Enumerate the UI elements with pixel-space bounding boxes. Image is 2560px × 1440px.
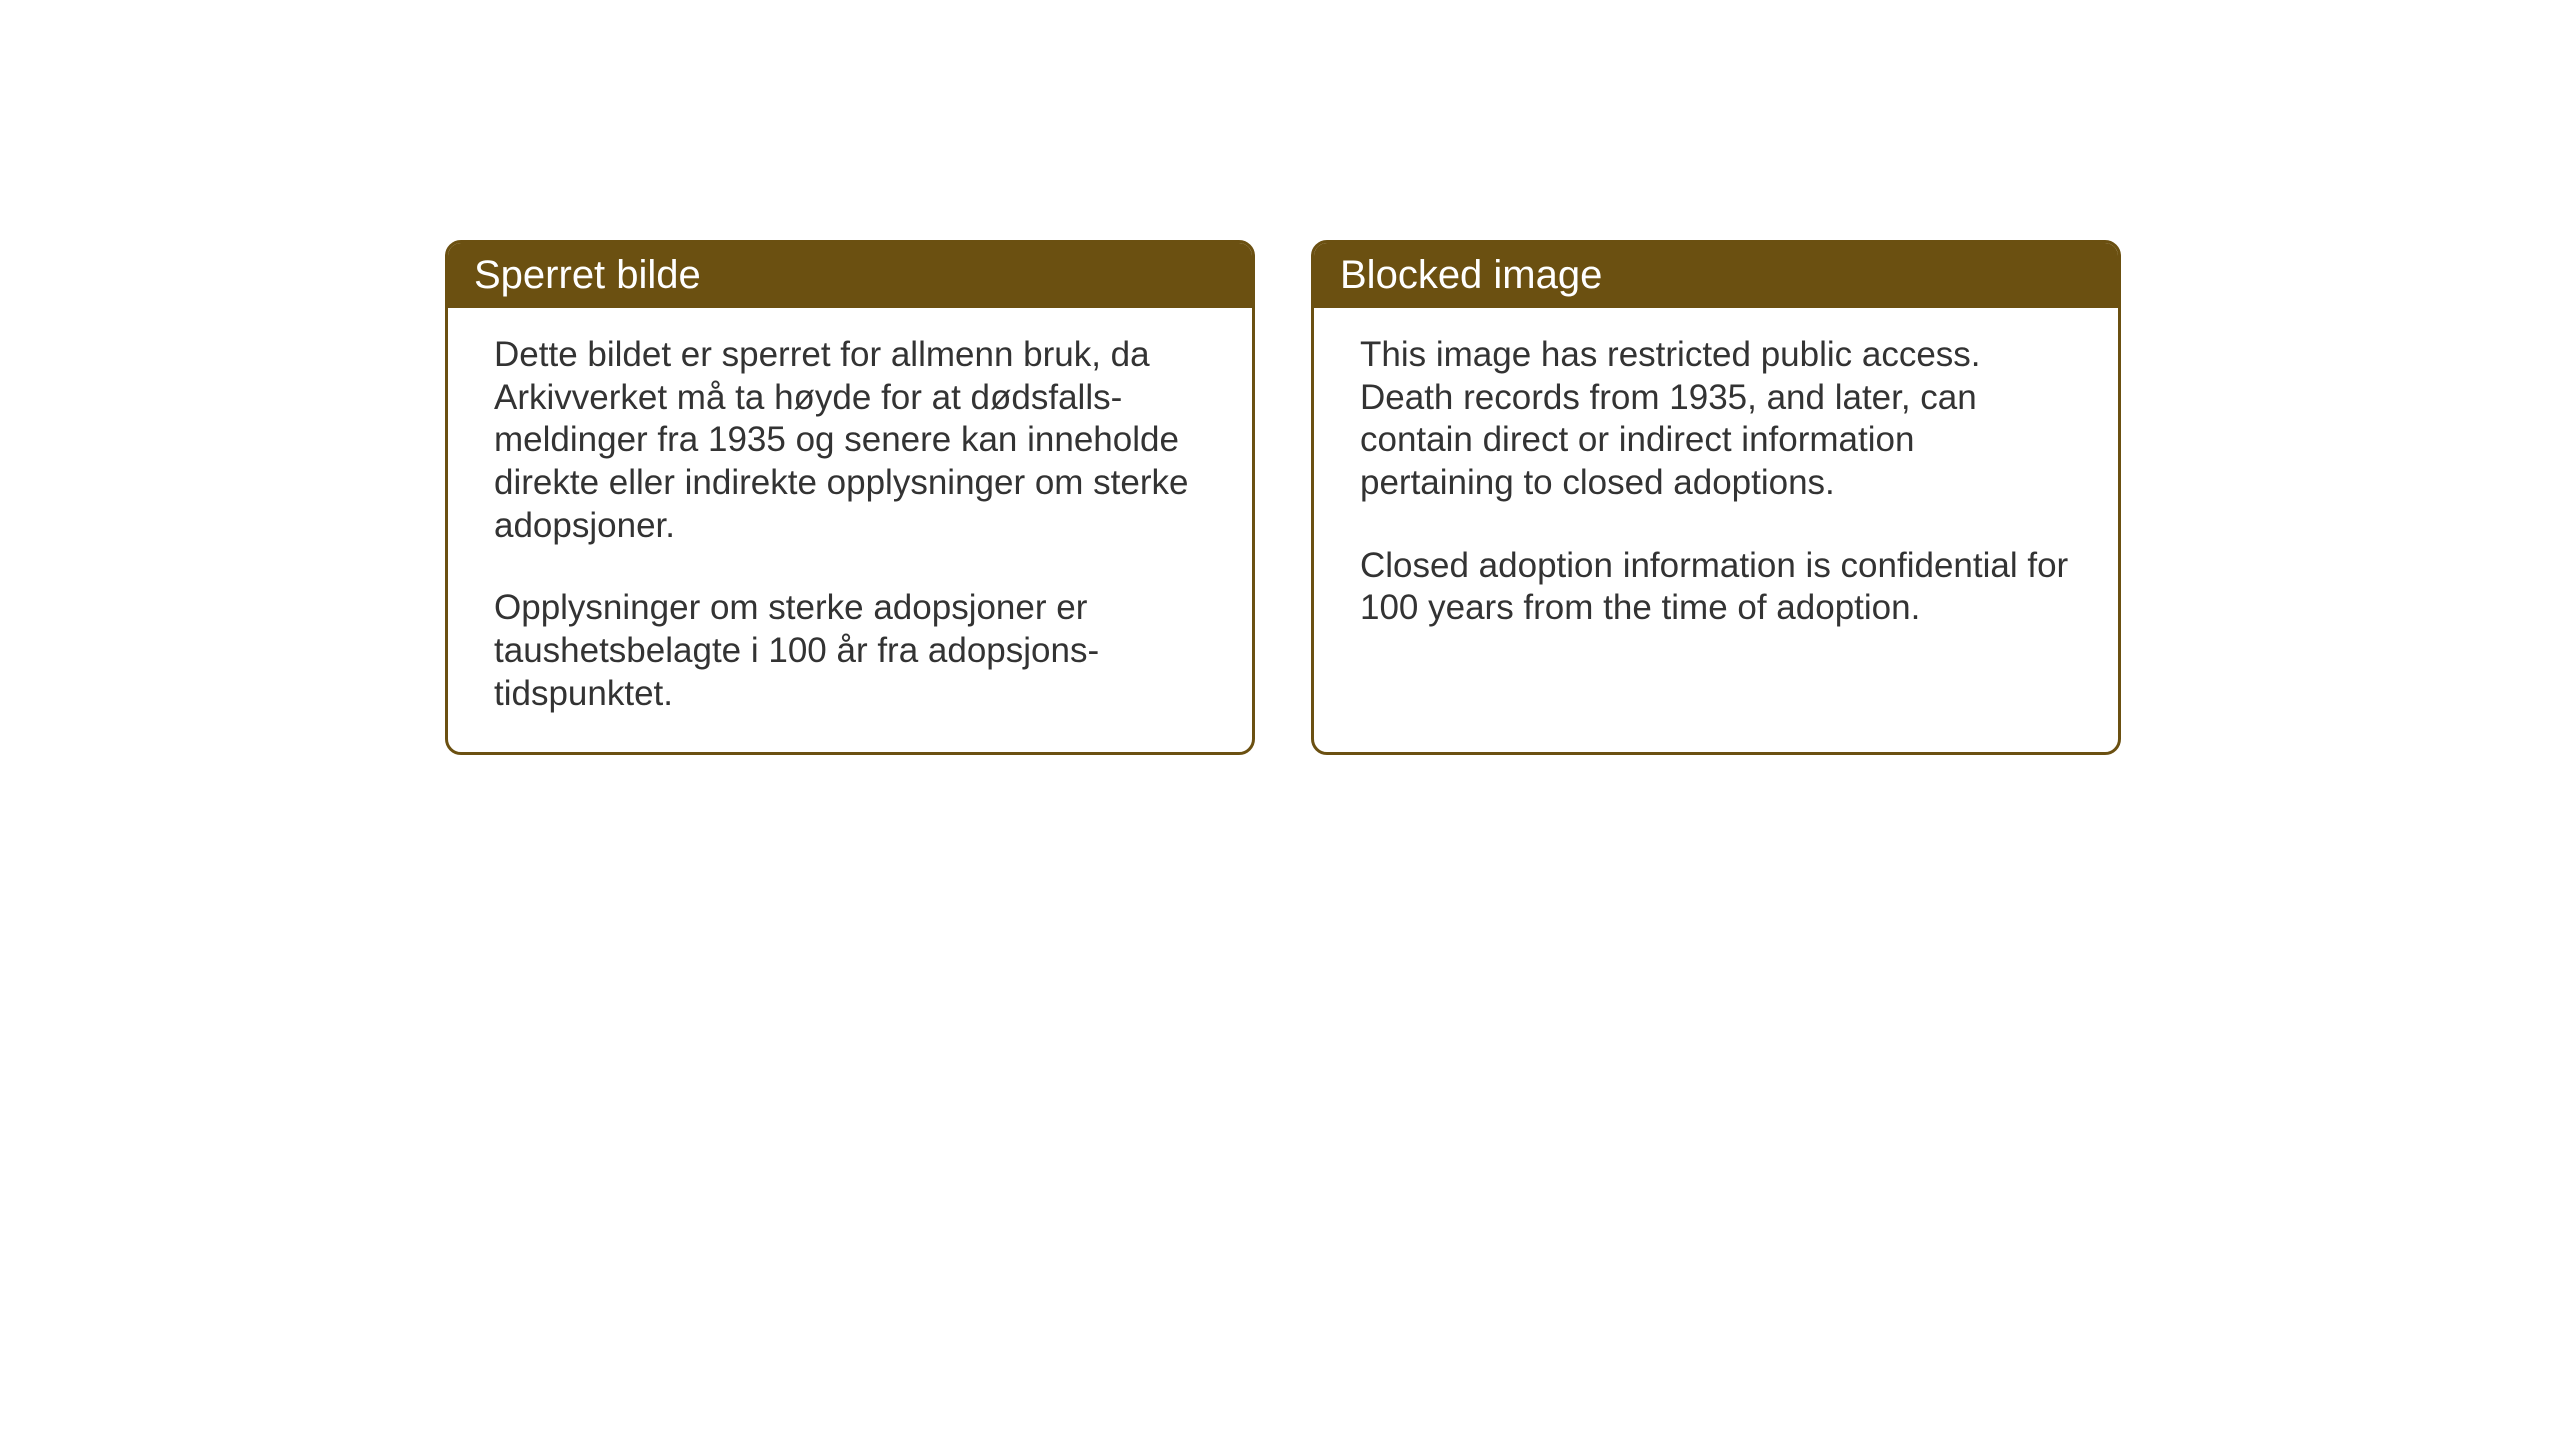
card-paragraph: Closed adoption information is confident… [1360, 545, 2072, 630]
notice-container: Sperret bilde Dette bildet er sperret fo… [445, 240, 2121, 755]
notice-card-norwegian: Sperret bilde Dette bildet er sperret fo… [445, 240, 1255, 755]
notice-card-english: Blocked image This image has restricted … [1311, 240, 2121, 755]
card-body-norwegian: Dette bildet er sperret for allmenn bruk… [448, 308, 1252, 752]
card-header-english: Blocked image [1314, 243, 2118, 308]
card-paragraph: Dette bildet er sperret for allmenn bruk… [494, 334, 1206, 547]
card-title: Blocked image [1340, 253, 1602, 297]
card-header-norwegian: Sperret bilde [448, 243, 1252, 308]
card-paragraph: Opplysninger om sterke adopsjoner er tau… [494, 587, 1206, 715]
card-paragraph: This image has restricted public access.… [1360, 334, 2072, 505]
card-body-english: This image has restricted public access.… [1314, 308, 2118, 728]
card-title: Sperret bilde [474, 253, 701, 297]
